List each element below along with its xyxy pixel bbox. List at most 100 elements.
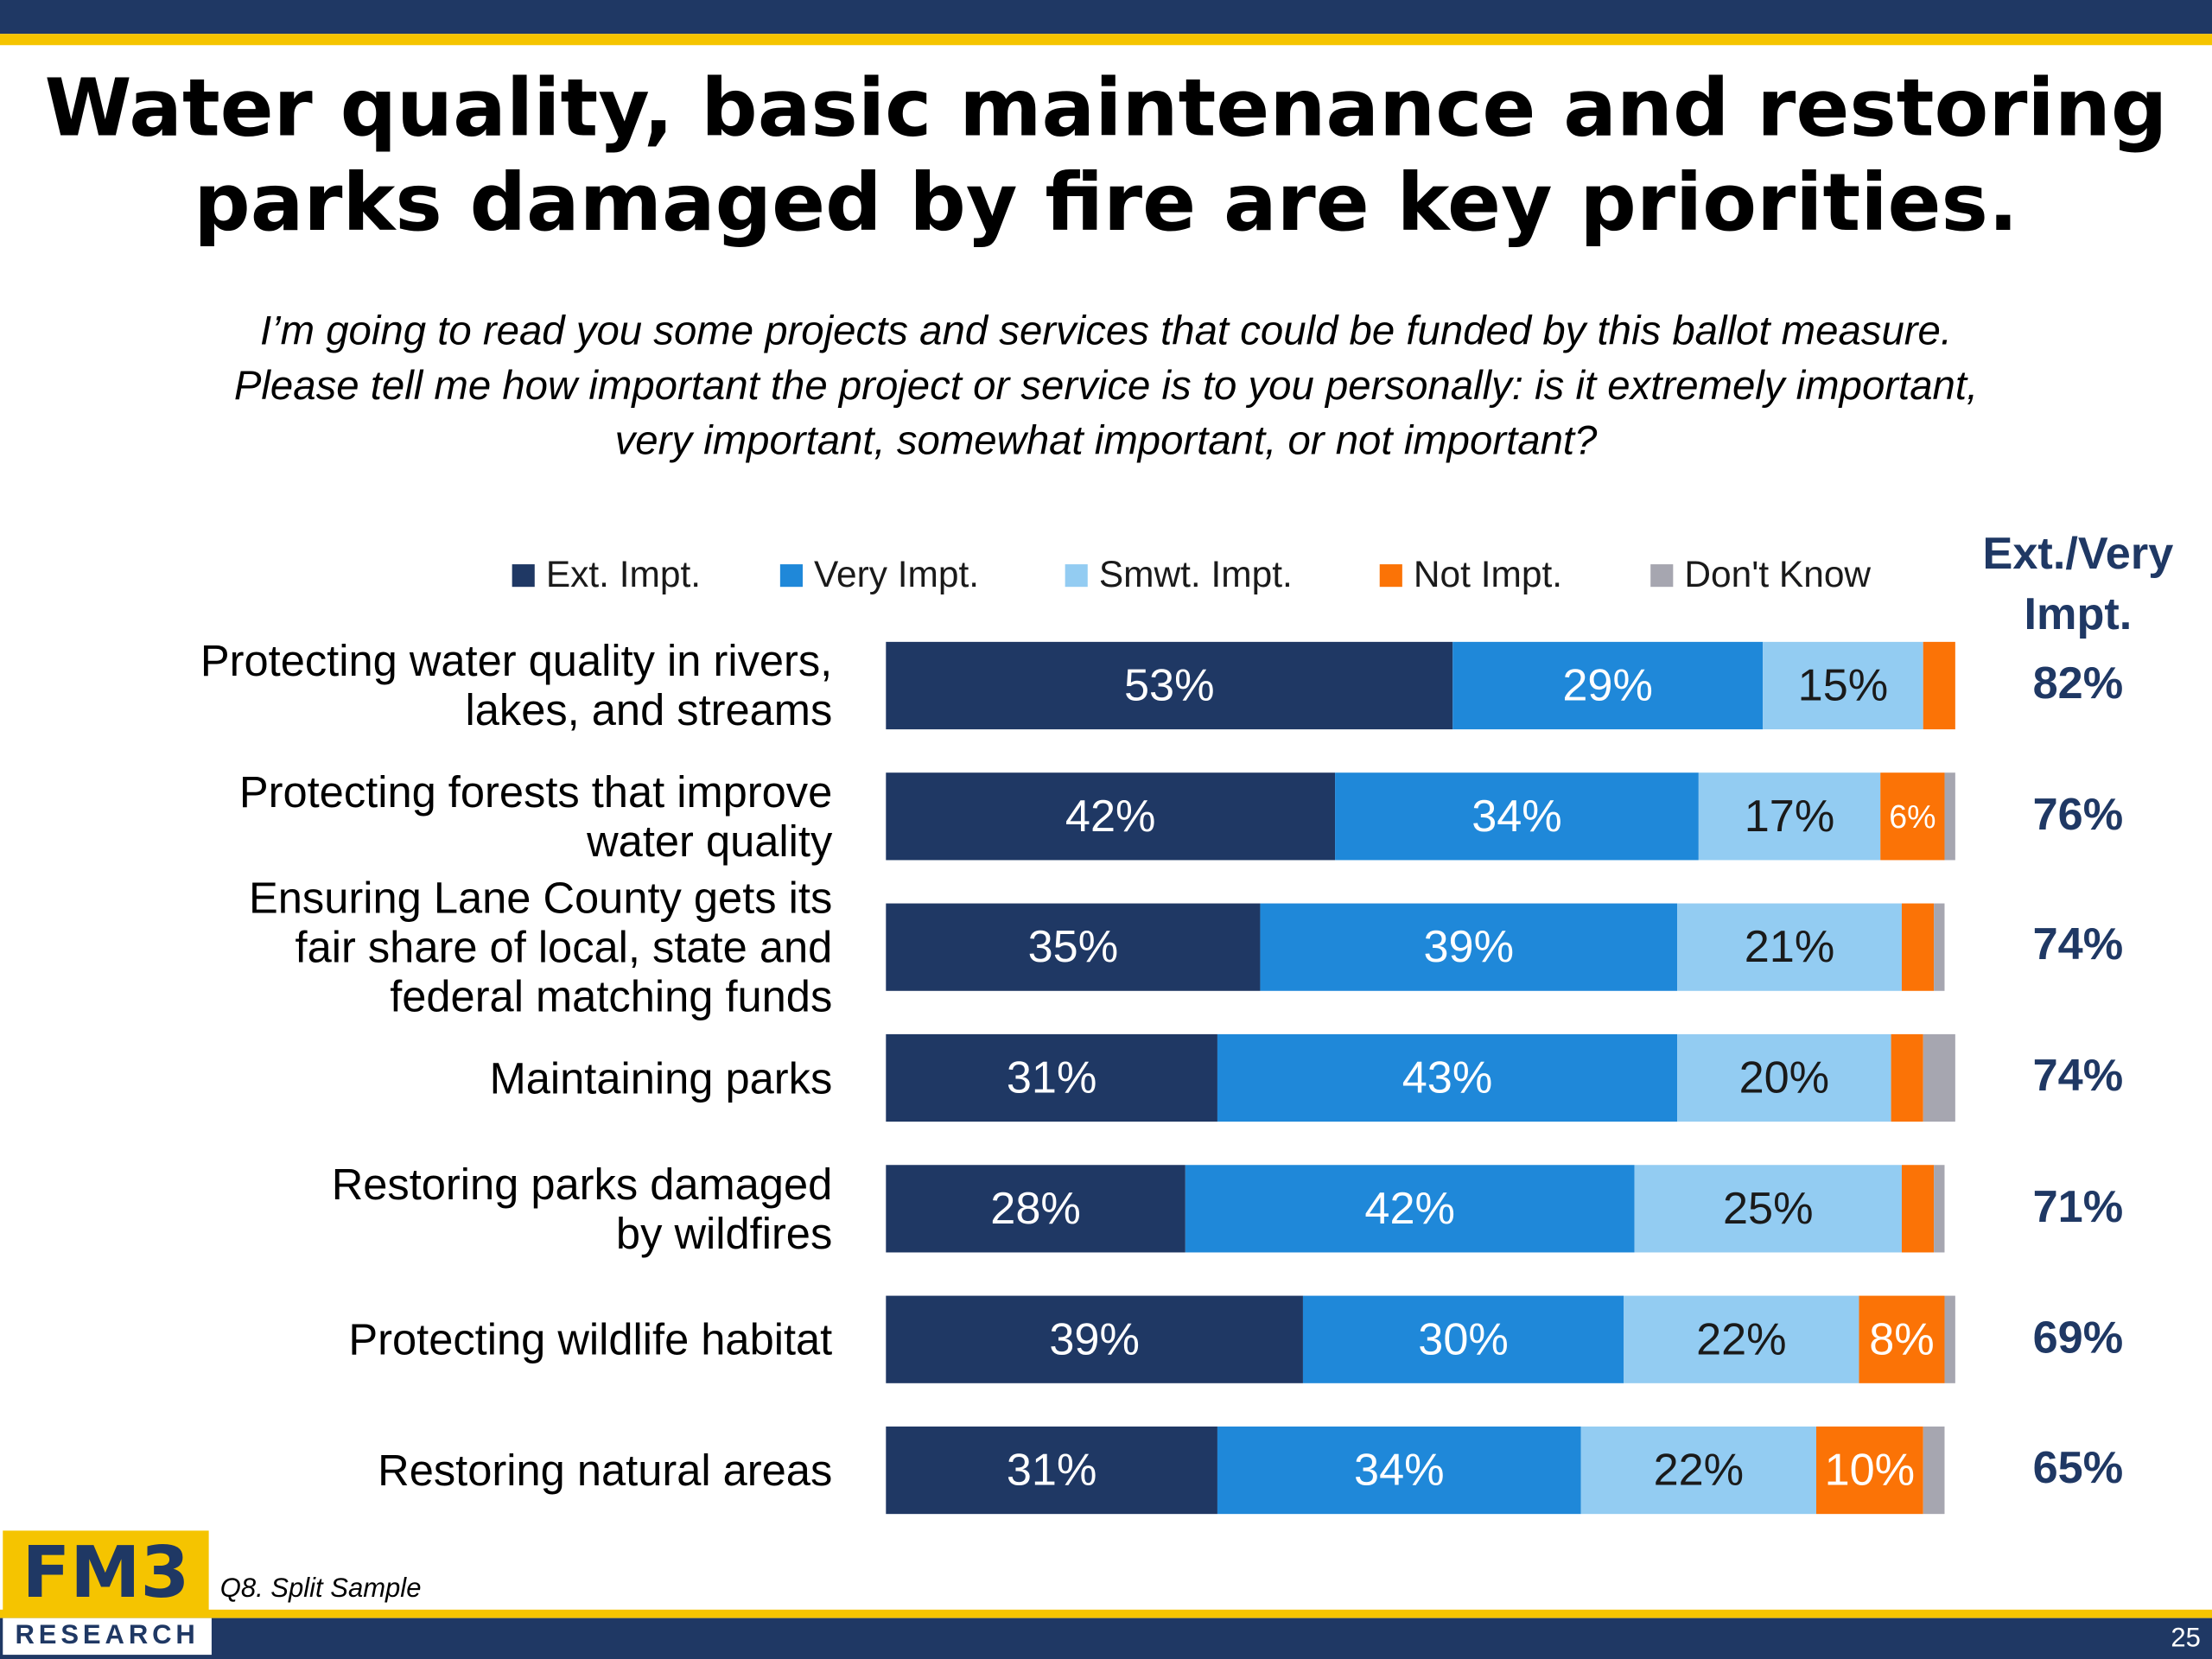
value-label: 35% xyxy=(1028,922,1119,972)
value-label: 29% xyxy=(1562,661,1653,711)
bar-segment xyxy=(1944,772,1955,861)
category-label: Protecting wildlife habitat xyxy=(348,1314,833,1364)
total-label: 65% xyxy=(2032,1441,2124,1493)
value-label: 53% xyxy=(1124,661,1215,711)
top-band xyxy=(0,0,2212,35)
bar-segment xyxy=(1677,903,1902,991)
value-label: 31% xyxy=(1007,1446,1097,1496)
title-line: parks damaged by fire are key priorities… xyxy=(194,157,2018,250)
totals-header: Ext./Very xyxy=(1982,527,2174,579)
bottom-band xyxy=(0,1618,2212,1659)
bar-segment xyxy=(1260,903,1678,991)
logo: FM3 xyxy=(3,1530,209,1614)
bar-segment xyxy=(886,1295,1303,1383)
legend-label: Smwt. Impt. xyxy=(1099,554,1293,594)
bar-segment xyxy=(1891,1033,1923,1122)
bar-segment xyxy=(1217,1426,1581,1515)
bar-segment xyxy=(1452,641,1764,730)
total-label: 76% xyxy=(2032,788,2124,839)
bar-segment xyxy=(1302,1295,1624,1383)
bar-segment xyxy=(1763,641,1923,730)
bar-segment xyxy=(886,641,1453,730)
total-label: 71% xyxy=(2032,1180,2124,1231)
value-label: 22% xyxy=(1654,1446,1745,1496)
legend-label: Not Impt. xyxy=(1414,554,1562,594)
bar-segment xyxy=(1580,1426,1816,1515)
value-label: 39% xyxy=(1423,922,1514,972)
bottom-stripe xyxy=(0,1609,2212,1618)
value-label: 15% xyxy=(1798,661,1889,711)
bar-segment xyxy=(886,772,1336,861)
value-label: 42% xyxy=(1065,791,1156,842)
bar-segment xyxy=(1335,772,1699,861)
value-label: 30% xyxy=(1418,1314,1509,1364)
total-label: 69% xyxy=(2032,1311,2124,1363)
legend-swatch xyxy=(779,564,803,588)
bar-segment xyxy=(1859,1295,1945,1383)
value-label: 43% xyxy=(1402,1053,1493,1103)
subtitle-line: I’m going to read you some projects and … xyxy=(259,308,1953,354)
logo-sub: RESEARCH xyxy=(3,1618,212,1656)
value-label: 25% xyxy=(1723,1184,1814,1234)
bar-segment xyxy=(1677,1033,1891,1122)
total-label: 82% xyxy=(2032,657,2124,709)
category-label: Restoring parks damaged by wildfires xyxy=(331,1159,833,1258)
legend-label: Very Impt. xyxy=(814,554,979,594)
subtitle-line: very important, somewhat important, or n… xyxy=(614,418,1598,465)
bar-segment xyxy=(886,1426,1217,1515)
totals-header: Impt. xyxy=(2024,588,2133,639)
bar-segment xyxy=(886,1165,1185,1253)
value-label: 31% xyxy=(1007,1053,1097,1103)
value-label: 34% xyxy=(1471,791,1562,842)
bar-segment xyxy=(1923,1426,1945,1515)
bar-segment xyxy=(1185,1165,1635,1253)
top-stripe xyxy=(0,34,2212,46)
category-label: Restoring natural areas xyxy=(378,1445,833,1496)
value-label: 20% xyxy=(1739,1053,1830,1103)
bar-segment xyxy=(1624,1295,1859,1383)
legend-label: Don't Know xyxy=(1684,554,1871,594)
bar-segment xyxy=(1944,1295,1955,1383)
bar-segment xyxy=(1901,1165,1935,1253)
value-label: 34% xyxy=(1354,1446,1445,1496)
value-label: 8% xyxy=(1869,1314,1935,1364)
value-label: 42% xyxy=(1364,1184,1455,1234)
legend-swatch xyxy=(1379,564,1402,588)
footnote: Q8. Split Sample xyxy=(219,1574,422,1605)
bar-segment xyxy=(1880,772,1945,861)
bar-segment xyxy=(1934,1165,1945,1253)
category-label: Ensuring Lane County gets its fair share… xyxy=(249,873,833,1021)
legend-swatch xyxy=(1065,564,1088,588)
category-label: Protecting water quality in rivers, lake… xyxy=(200,636,833,735)
title-line: Water quality, basic maintenance and res… xyxy=(44,63,2168,156)
bar-segment xyxy=(1698,772,1881,861)
bar-segment xyxy=(1901,903,1935,991)
value-label: 17% xyxy=(1745,791,1835,842)
bar-segment xyxy=(1934,903,1945,991)
bar-segment xyxy=(1923,1033,1955,1122)
value-label: 21% xyxy=(1745,922,1835,972)
value-label: 10% xyxy=(1825,1446,1916,1496)
value-label: 39% xyxy=(1049,1314,1140,1364)
bar-segment xyxy=(1923,641,1955,730)
bar-segment xyxy=(1217,1033,1678,1122)
bar-segment xyxy=(886,903,1261,991)
bar-segment xyxy=(1815,1426,1923,1515)
category-label: Protecting forests that improve water qu… xyxy=(238,766,833,866)
total-label: 74% xyxy=(2032,1049,2124,1101)
subtitle-line: Please tell me how important the project… xyxy=(233,364,1979,410)
legend-label: Ext. Impt. xyxy=(546,554,701,594)
value-label: 6% xyxy=(1889,798,1936,835)
category-label: Maintaining parks xyxy=(489,1052,833,1103)
bar-segment xyxy=(886,1033,1217,1122)
value-label: 22% xyxy=(1696,1314,1787,1364)
bar-segment xyxy=(1634,1165,1902,1253)
value-label: 28% xyxy=(990,1184,1081,1234)
legend-swatch xyxy=(512,564,535,588)
total-label: 74% xyxy=(2032,918,2124,970)
page-number: 25 xyxy=(2171,1624,2201,1654)
legend-swatch xyxy=(1650,564,1674,588)
